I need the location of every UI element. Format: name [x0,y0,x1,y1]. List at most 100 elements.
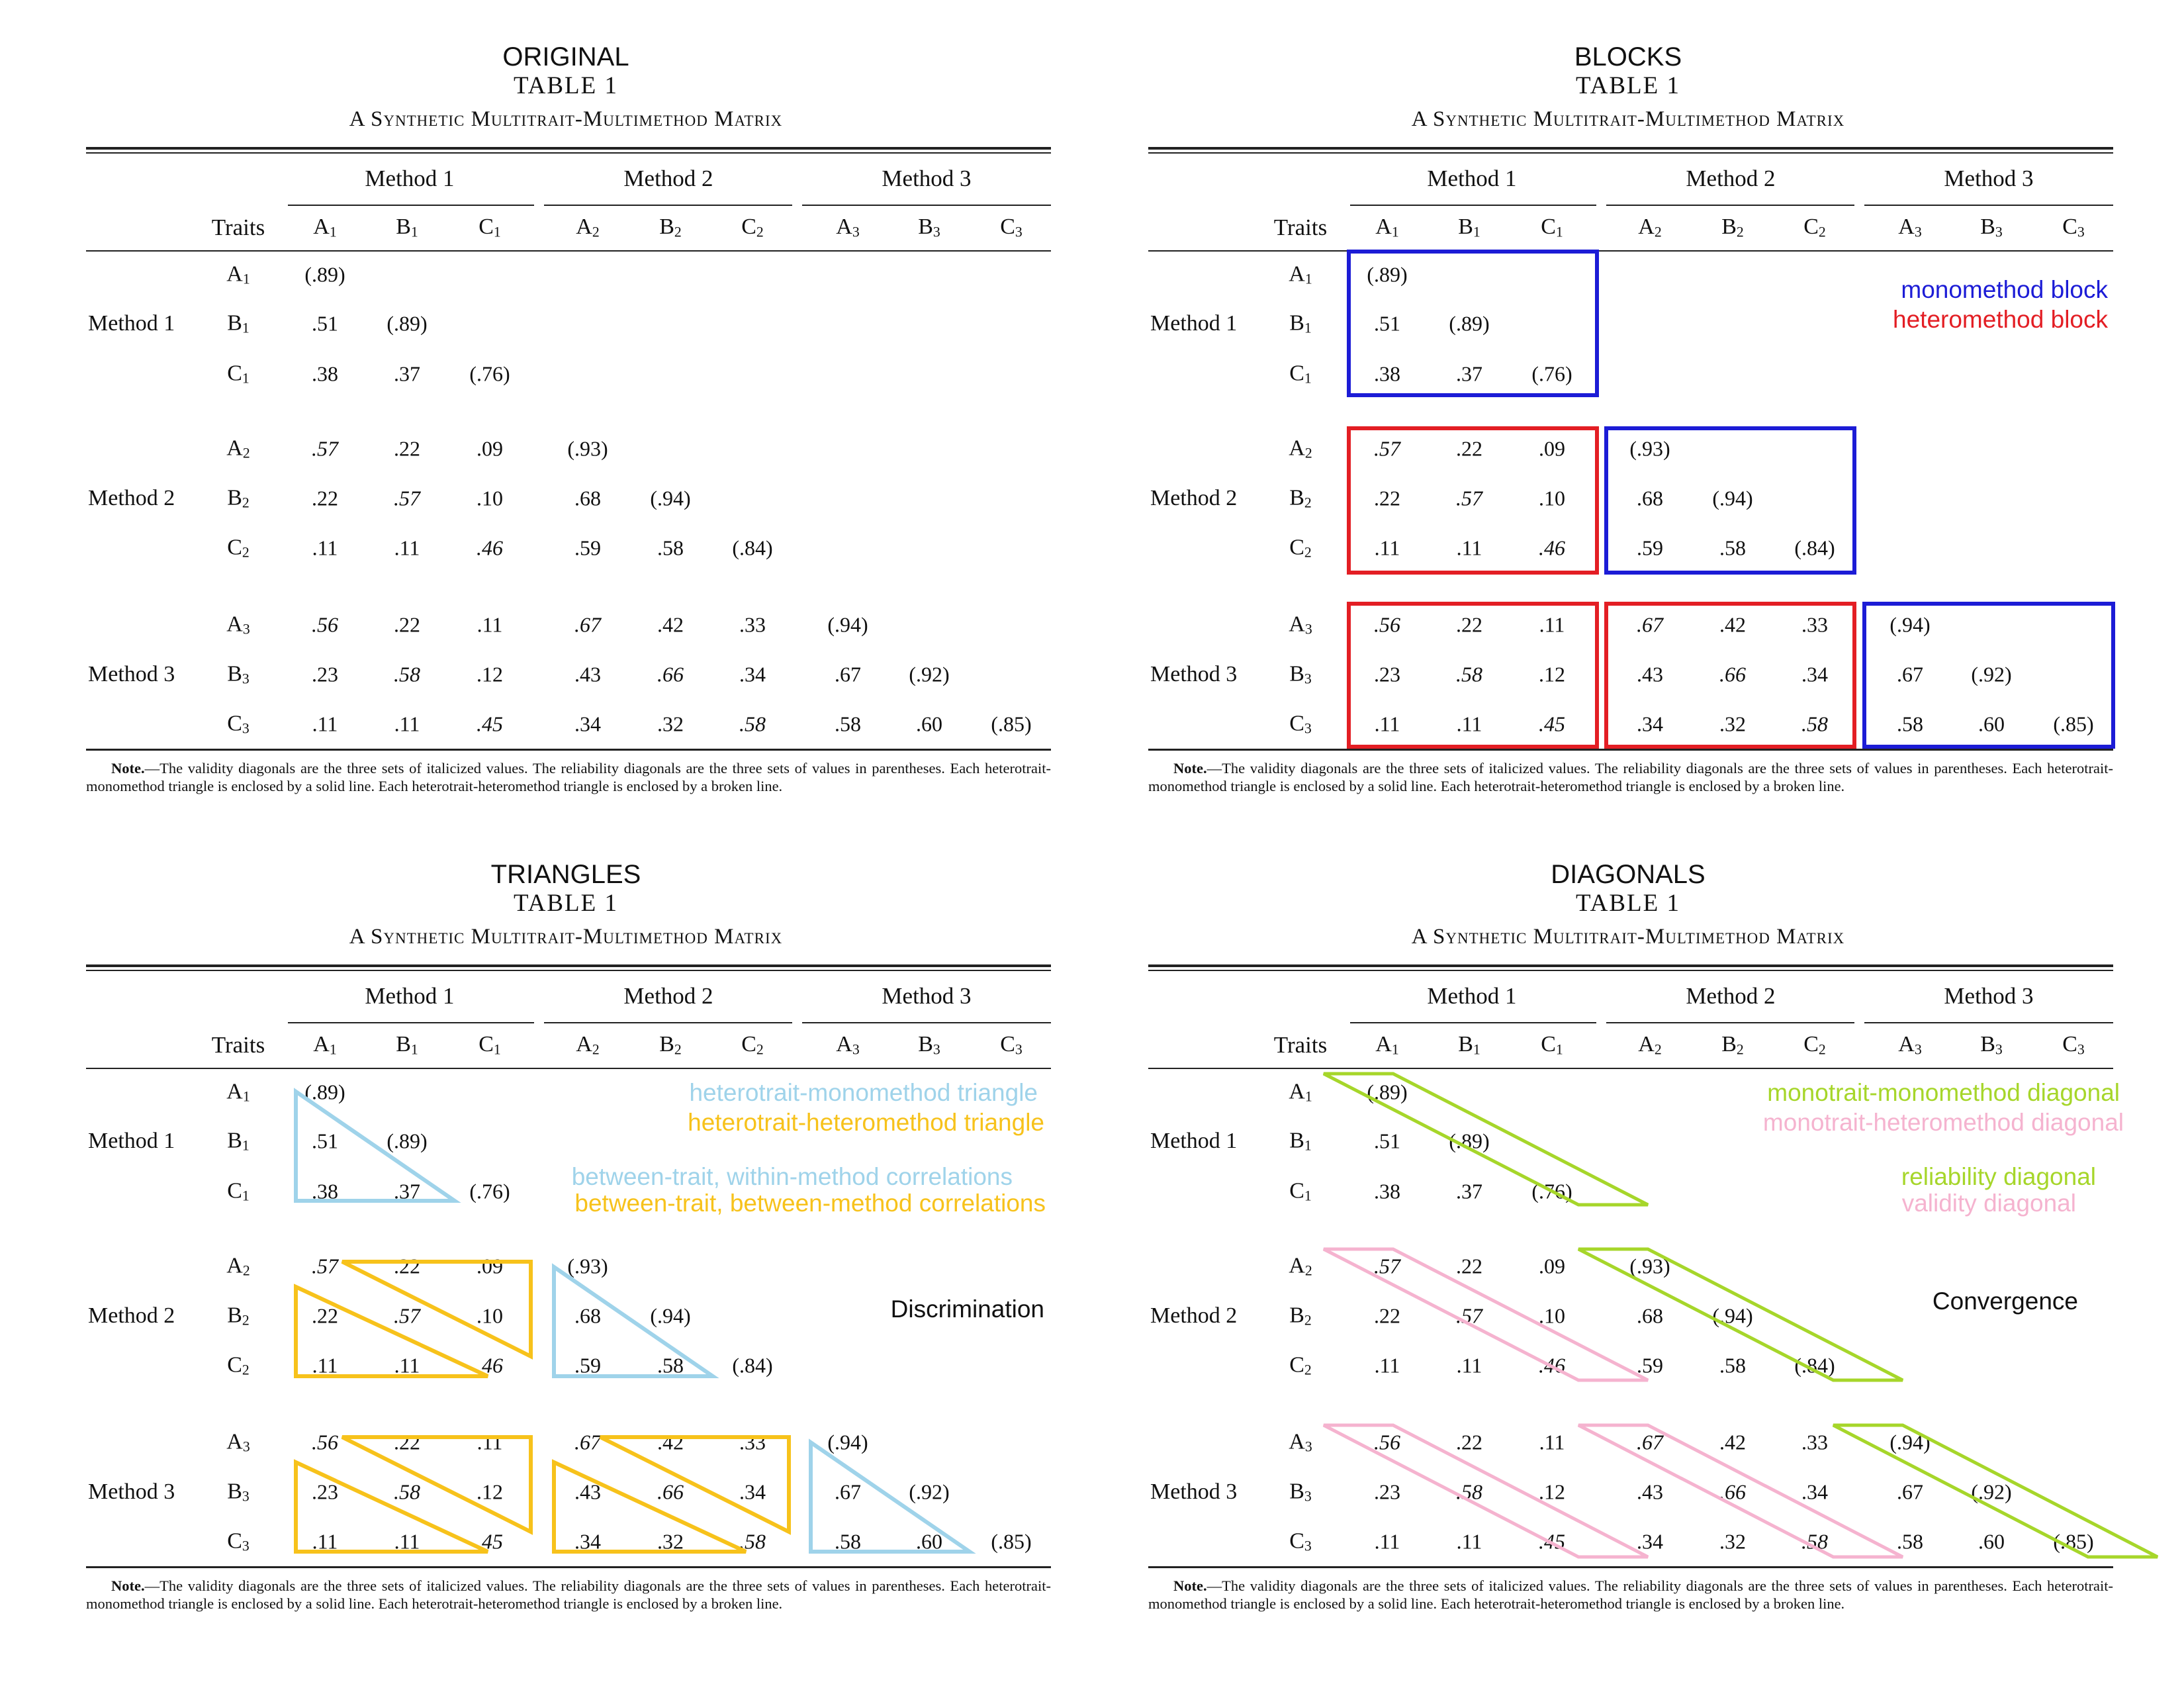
trait-letter: B [1289,310,1304,336]
correlation-cell: .37 [1456,1179,1482,1203]
validity-cell: .57 [1374,1254,1400,1278]
correlation-cell: .32 [657,1529,684,1554]
trait-row-a3: A3 [226,1429,250,1455]
trait-letter: C [1803,214,1819,239]
correlation-cell: .11 [312,712,338,736]
reliability-cell: (.92) [1971,663,2011,687]
open-paren: ( [304,1080,312,1104]
reliability-cell: (.94) [827,613,868,637]
correlation-cell: .37 [1456,361,1482,386]
open-paren: ( [1629,436,1637,461]
note-label: Note. [111,1577,145,1594]
note-label: Note. [1173,1577,1207,1594]
correlation-cell: .11 [312,536,338,560]
method-subscript: 3 [933,224,940,240]
close-paren: ) [2087,1529,2094,1554]
cell-value: .84 [1801,1353,1828,1378]
method-subscript: 3 [242,621,250,637]
trait-letter: A [1375,1032,1392,1056]
trait-row-c2: C2 [227,1352,250,1378]
trait-col-a2: A2 [576,214,599,240]
method-subscript: 1 [1304,370,1312,387]
open-paren: ( [567,436,574,461]
reliability-cell: (.94) [1712,1304,1752,1329]
trait-letter: A [226,1079,243,1104]
panel-diagonals: DIAGONALS TABLE 1 A Synthetic Multitrait-M… [1062,818,2159,1662]
traits-header: Traits [211,1032,265,1058]
trait-col-a3: A3 [1898,1032,1921,1058]
correlation-cell: .12 [477,662,503,686]
trait-letter: C [227,1178,242,1203]
correlation-cell: .60 [1978,1529,2005,1554]
bottom-rule [1148,1566,2113,1568]
correlation-cell: .11 [1539,612,1565,637]
close-paren: ) [420,1129,428,1153]
header-rule [1148,250,2113,252]
close-paren: ) [338,1080,345,1104]
method-rule-1 [288,205,534,206]
method-subscript: 3 [1995,224,2003,240]
reliability-cell: (.76) [1531,1180,1572,1204]
trait-row-b3: B3 [227,1479,250,1505]
method-subscript: 3 [2077,224,2085,240]
method-subscript: 2 [242,544,250,561]
trait-row-c1: C1 [1289,1178,1312,1204]
trait-letter: C [2062,214,2077,239]
correlation-cell: .11 [1456,712,1482,736]
correlation-cell: .11 [1456,1353,1482,1378]
method-header-1: Method 1 [365,165,455,191]
trait-row-c3: C3 [227,711,250,737]
trait-letter: B [659,214,674,239]
cell-value: .93 [1637,1254,1663,1278]
correlation-cell: .12 [1539,662,1565,686]
blocks-legend-1: monomethod block [1901,276,2108,303]
matrix-title: A Synthetic Multitrait-Multimethod Matri… [349,925,783,949]
method-subscript: 1 [242,271,250,287]
method-subscript: 2 [1304,544,1312,561]
trait-letter: B [918,1032,933,1056]
correlation-cell: .67 [1897,662,1923,686]
correlation-cell: .22 [1456,1254,1482,1278]
top-rule-thin [1148,970,2113,971]
trait-letter: A [576,214,592,239]
reliability-cell: (.89) [304,1080,345,1105]
method-subscript: 2 [242,494,250,511]
cell-value: .92 [916,662,942,686]
correlation-cell: .32 [657,712,684,736]
method-subscript: 2 [1818,1041,1826,1058]
method-row-3: Method 3 [1150,1479,1238,1504]
triangles-legend-5: Discrimination [890,1295,1044,1323]
trait-letter: B [227,661,242,686]
correlation-cell: .11 [394,712,420,736]
correlation-cell: .11 [1456,1529,1482,1554]
reliability-cell: (.84) [732,536,772,561]
cell-value: .76 [477,1179,503,1203]
correlation-cell: .11 [312,1353,338,1378]
correlation-cell: .37 [394,361,420,386]
cell-value: .89 [1374,1080,1400,1104]
trait-letter: A [226,1253,243,1278]
method-subscript: 1 [1304,271,1312,287]
trait-letter: A [1289,1429,1305,1454]
validity-cell: .66 [1719,662,1746,686]
reliability-cell: (.85) [991,1530,1031,1554]
method-row-1: Method 1 [1150,1129,1238,1153]
top-rule-thick [86,964,1051,967]
close-paren: ) [684,1303,691,1328]
correlation-cell: .34 [574,1529,601,1554]
close-paren: ) [1746,486,1753,510]
panel-title: TRIANGLES [490,860,641,889]
validity-cell: .58 [1456,1479,1482,1504]
trait-col-c2: C2 [1803,1032,1826,1058]
method-header-1: Method 1 [1427,165,1517,191]
header-rule [86,250,1051,252]
open-paren: ( [732,1353,739,1378]
trait-col-a2: A2 [576,1032,599,1058]
open-paren: ( [991,1529,998,1554]
close-paren: ) [601,436,608,461]
reliability-cell: (.92) [1971,1480,2011,1505]
close-paren: ) [1400,1080,1408,1104]
method-subscript: 2 [1304,1312,1312,1329]
method-subscript: 1 [1391,1041,1399,1058]
trait-letter: C [1803,1032,1819,1056]
